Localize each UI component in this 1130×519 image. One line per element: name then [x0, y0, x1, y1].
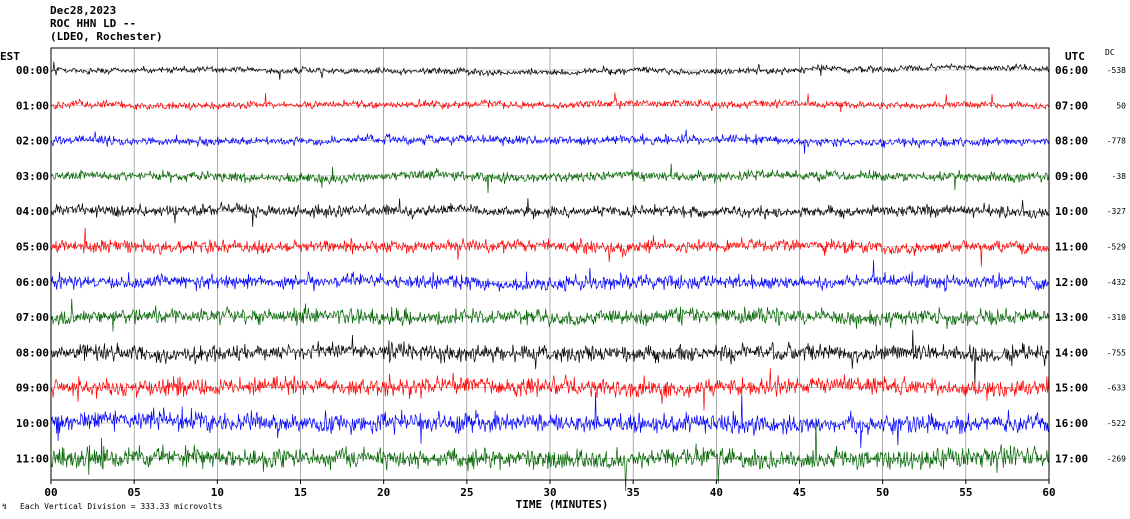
network-label: (LDEO, Rochester) — [50, 30, 163, 43]
date-label: Dec28,2023 — [50, 4, 117, 17]
est-time-label: 04:00 — [16, 205, 49, 218]
page-title: Dec28,2023 ROC HHN LD -- (LDEO, Rocheste… — [50, 4, 163, 43]
x-tick-label: 35 — [627, 486, 640, 499]
dc-offset-label: -269 — [1107, 454, 1126, 463]
dc-offset-label: -38 — [1112, 172, 1127, 181]
x-axis-label: TIME (MINUTES) — [516, 498, 609, 511]
x-tick-label: 20 — [377, 486, 390, 499]
trace-line-0800 — [50, 329, 1050, 387]
x-tick-label: 15 — [294, 486, 307, 499]
x-tick-label: 55 — [959, 486, 972, 499]
dc-offset-label: -755 — [1107, 348, 1126, 357]
trace-line-1000 — [50, 392, 1050, 448]
dc-offset-label: -327 — [1107, 207, 1126, 216]
est-time-label: 03:00 — [16, 170, 49, 183]
x-tick-label: 30 — [543, 486, 556, 499]
dc-offset-label: -633 — [1107, 384, 1126, 393]
x-tick-label: 45 — [793, 486, 806, 499]
utc-time-label: 15:00 — [1055, 382, 1088, 395]
utc-time-label: 06:00 — [1055, 64, 1088, 77]
utc-zone-label: UTC — [1065, 50, 1085, 63]
utc-time-label: 10:00 — [1055, 205, 1088, 218]
x-tick-label: 00 — [44, 486, 57, 499]
est-time-label: 05:00 — [16, 241, 49, 254]
x-tick-label: 25 — [460, 486, 473, 499]
est-time-label: 01:00 — [16, 99, 49, 112]
dc-offset-label: -529 — [1107, 243, 1126, 252]
x-tick-label: 50 — [876, 486, 889, 499]
trace-line-0300 — [50, 163, 1050, 194]
dc-offset-label: -522 — [1107, 419, 1126, 428]
utc-time-label: 17:00 — [1055, 452, 1088, 465]
trace-line-0400 — [50, 198, 1050, 227]
utc-time-label: 13:00 — [1055, 311, 1088, 324]
trace-line-0100 — [50, 92, 1050, 113]
est-time-label: 09:00 — [16, 382, 49, 395]
station-label: ROC HHN LD -- — [50, 17, 137, 30]
utc-time-label: 16:00 — [1055, 417, 1088, 430]
est-time-label: 08:00 — [16, 346, 49, 359]
x-tick-label: 60 — [1042, 486, 1055, 499]
trace-line-0700 — [50, 298, 1050, 332]
x-ticks: 00 05 10 15 20 25 30 35 40 45 50 55 60 — [44, 480, 1056, 499]
dc-header: DC — [1105, 48, 1115, 57]
est-zone-label: EST — [0, 50, 20, 63]
dc-offset-label: -538 — [1107, 66, 1126, 75]
trace-line-0200 — [50, 129, 1050, 154]
trace-line-0500 — [50, 227, 1050, 267]
trace-line-0000 — [50, 61, 1050, 80]
est-time-label: 02:00 — [16, 135, 49, 148]
row-labels: 00:00 06:00 -538 01:00 07:00 50 02:00 08:00 -778… — [16, 64, 1126, 465]
trace-line-0600 — [50, 259, 1050, 292]
est-time-label: 10:00 — [16, 417, 49, 430]
x-tick-label: 05 — [128, 486, 141, 499]
trace-line-0900 — [50, 368, 1050, 411]
traces — [50, 61, 1050, 491]
footer-icon: ↯ — [2, 502, 7, 511]
grid — [51, 48, 1049, 480]
x-tick-label: 10 — [211, 486, 224, 499]
est-time-label: 11:00 — [16, 452, 49, 465]
trace-line-1100 — [50, 417, 1050, 491]
utc-time-label: 09:00 — [1055, 170, 1088, 183]
dc-offset-label: -310 — [1107, 313, 1126, 322]
est-time-label: 06:00 — [16, 276, 49, 289]
utc-time-label: 08:00 — [1055, 135, 1088, 148]
dc-offset-label: -432 — [1107, 278, 1126, 287]
utc-time-label: 14:00 — [1055, 346, 1088, 359]
dc-offset-label: 50 — [1116, 101, 1126, 110]
est-time-label: 00:00 — [16, 64, 49, 77]
est-time-label: 07:00 — [16, 311, 49, 324]
utc-time-label: 12:00 — [1055, 276, 1088, 289]
dc-offset-label: -778 — [1107, 137, 1126, 146]
utc-time-label: 07:00 — [1055, 99, 1088, 112]
utc-time-label: 11:00 — [1055, 241, 1088, 254]
vertical-division-note: Each Vertical Division = 333.33 microvol… — [20, 502, 222, 511]
x-tick-label: 40 — [710, 486, 723, 499]
